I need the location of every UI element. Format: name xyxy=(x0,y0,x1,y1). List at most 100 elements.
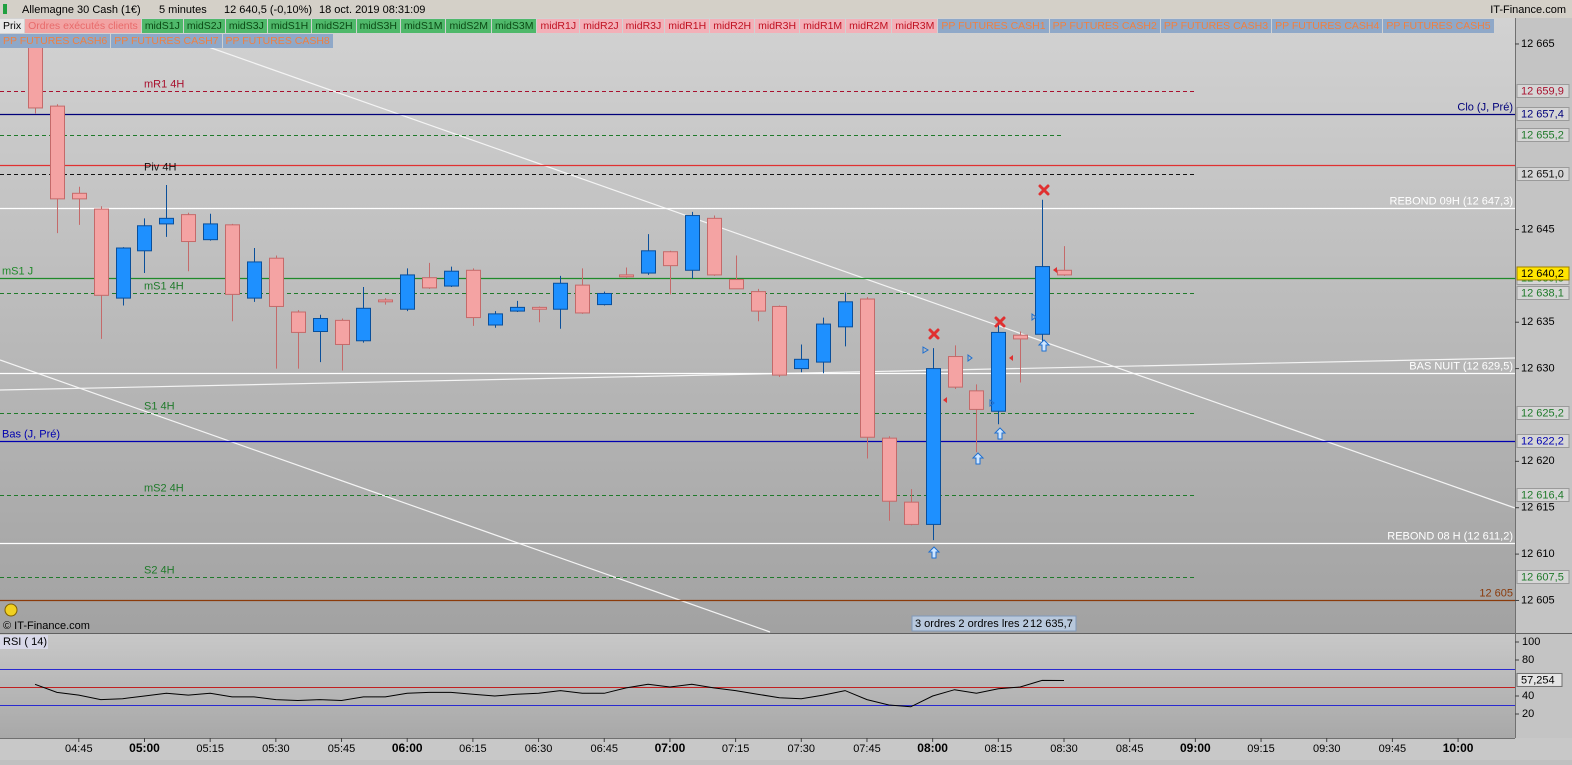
candle-body xyxy=(422,277,437,289)
toolbar-button[interactable]: midS3M xyxy=(491,19,537,33)
toolbar-button[interactable]: midS3J xyxy=(225,19,267,33)
x-tick-label: 09:45 xyxy=(1379,743,1407,755)
level-label: mS2 4H xyxy=(144,482,184,494)
rsi-tick-label: 100 xyxy=(1522,636,1540,648)
candle-body xyxy=(619,274,634,278)
candle-body xyxy=(969,390,984,410)
level-label: S2 4H xyxy=(144,564,175,576)
toolbar-button[interactable]: midR1M xyxy=(800,19,846,33)
x-tick-label: 05:45 xyxy=(328,743,356,755)
level-value-label: 12 616,4 xyxy=(1521,489,1564,501)
toolbar-button[interactable]: midS1M xyxy=(400,19,446,33)
y-tick-label: 12 665 xyxy=(1521,38,1555,50)
toolbar-button[interactable]: Prix xyxy=(0,19,25,33)
x-tick-label: 05:15 xyxy=(196,743,224,755)
candle-body xyxy=(313,318,328,332)
toolbar-button[interactable]: PP FUTURES CASH2 xyxy=(1049,19,1160,33)
x-tick-label: 09:00 xyxy=(1180,741,1211,755)
candle-body xyxy=(991,331,1006,412)
x-tick-label: 07:15 xyxy=(722,743,750,755)
candle-body xyxy=(1057,269,1072,276)
trendline xyxy=(199,43,1516,509)
buy-arrow xyxy=(993,427,1007,440)
toolbar-button[interactable]: PP FUTURES CASH1 xyxy=(938,19,1049,33)
toolbar-button[interactable]: midS1H xyxy=(267,19,312,33)
x-tick-label: 07:30 xyxy=(788,743,816,755)
rsi-last-label: 57,254 xyxy=(1521,674,1555,686)
toolbar-button[interactable]: midS2M xyxy=(446,19,491,33)
icon xyxy=(3,4,7,14)
toolbar-button[interactable]: PP FUTURES CASH7 xyxy=(111,34,222,48)
candle-body xyxy=(597,292,612,306)
x-tick-label: 08:15 xyxy=(985,743,1013,755)
toolbar-button[interactable]: PP FUTURES CASH8 xyxy=(222,34,333,48)
brand: IT-Finance.com xyxy=(1490,4,1566,16)
toolbar-button[interactable]: midR3M xyxy=(892,19,938,33)
rsi-tick-label: 40 xyxy=(1522,690,1534,702)
rsi-tick-label: 80 xyxy=(1522,654,1534,666)
level-label: S1 4H xyxy=(144,400,175,412)
toolbar-button[interactable]: midS3H xyxy=(356,19,400,33)
rsi-line xyxy=(34,679,1065,708)
toolbar-button[interactable]: midR2H xyxy=(710,19,755,33)
toolbar-button[interactable]: midS1J xyxy=(141,19,183,33)
candle-body xyxy=(116,247,131,299)
toolbar-button[interactable]: midR1H xyxy=(665,19,710,33)
toolbar-button[interactable]: Ordres exécutés clients xyxy=(25,19,141,33)
toolbar-button[interactable]: midS2J xyxy=(183,19,225,33)
toolbar-button[interactable]: midR2M xyxy=(846,19,892,33)
y-tick-label: 12 620 xyxy=(1521,455,1555,467)
copyright: © IT-Finance.com xyxy=(3,620,90,632)
rsi-last-box xyxy=(1516,672,1563,687)
candle-body xyxy=(1013,334,1028,340)
toolbar-button[interactable]: PP FUTURES CASH3 xyxy=(1160,19,1272,33)
x-tick-label: 09:30 xyxy=(1313,743,1341,755)
buy-arrow xyxy=(971,452,985,465)
level-value-label: 12 607,5 xyxy=(1521,571,1564,583)
candle-body xyxy=(1035,266,1050,335)
orders-box[interactable] xyxy=(911,615,1077,632)
signals xyxy=(922,184,1057,559)
level-label: mR1 4H xyxy=(144,78,184,90)
level-value-box xyxy=(1516,84,1570,98)
toolbar-button[interactable]: PP FUTURES CASH4 xyxy=(1272,19,1383,33)
level-label: Piv 4H xyxy=(144,161,176,173)
candle-body xyxy=(948,356,963,388)
candle-body xyxy=(860,298,875,438)
level-label: Clo (J, Pré) xyxy=(1457,101,1513,113)
alarm-icon[interactable] xyxy=(4,603,18,617)
toolbar-button[interactable]: midR3J xyxy=(622,19,665,33)
sell-signal xyxy=(928,328,940,340)
rsi-label-box xyxy=(0,635,48,649)
toolbar-button[interactable]: PP FUTURES CASH5 xyxy=(1383,19,1494,33)
candle-body xyxy=(751,291,766,312)
level-label: REBOND 09H (12 647,3) xyxy=(1390,195,1514,207)
toolbar-button[interactable]: midS2H xyxy=(312,19,356,33)
candle-body xyxy=(203,223,218,241)
candle-body xyxy=(444,270,459,287)
candle-body xyxy=(181,214,196,243)
x-tick-label: 05:30 xyxy=(262,743,290,755)
candle-body xyxy=(532,306,547,310)
candle-body xyxy=(553,282,568,310)
level-value-label: 12 655,2 xyxy=(1521,129,1564,141)
x-tick-label: 07:00 xyxy=(655,741,686,755)
level-value-label: 12 625,2 xyxy=(1521,407,1564,419)
level-value-box xyxy=(1516,107,1570,121)
level-label: mS1 J xyxy=(2,265,33,277)
x-tick-label: 07:45 xyxy=(853,743,881,755)
toolbar-button[interactable]: midR2J xyxy=(580,19,622,33)
toolbar-button[interactable]: midR3H xyxy=(755,19,800,33)
toolbar-button[interactable]: PP FUTURES CASH6 xyxy=(0,34,111,48)
level-value-box xyxy=(1516,128,1570,142)
candle-body xyxy=(575,284,590,314)
candle-body xyxy=(28,45,43,109)
timeframe: 5 minutes xyxy=(159,4,207,16)
toolbar-button[interactable]: midR1J xyxy=(537,19,580,33)
y-tick-label: 12 610 xyxy=(1521,548,1555,560)
x-tick-label: 10:00 xyxy=(1443,741,1474,755)
candle-body xyxy=(72,192,87,200)
level-value-box xyxy=(1516,434,1570,448)
